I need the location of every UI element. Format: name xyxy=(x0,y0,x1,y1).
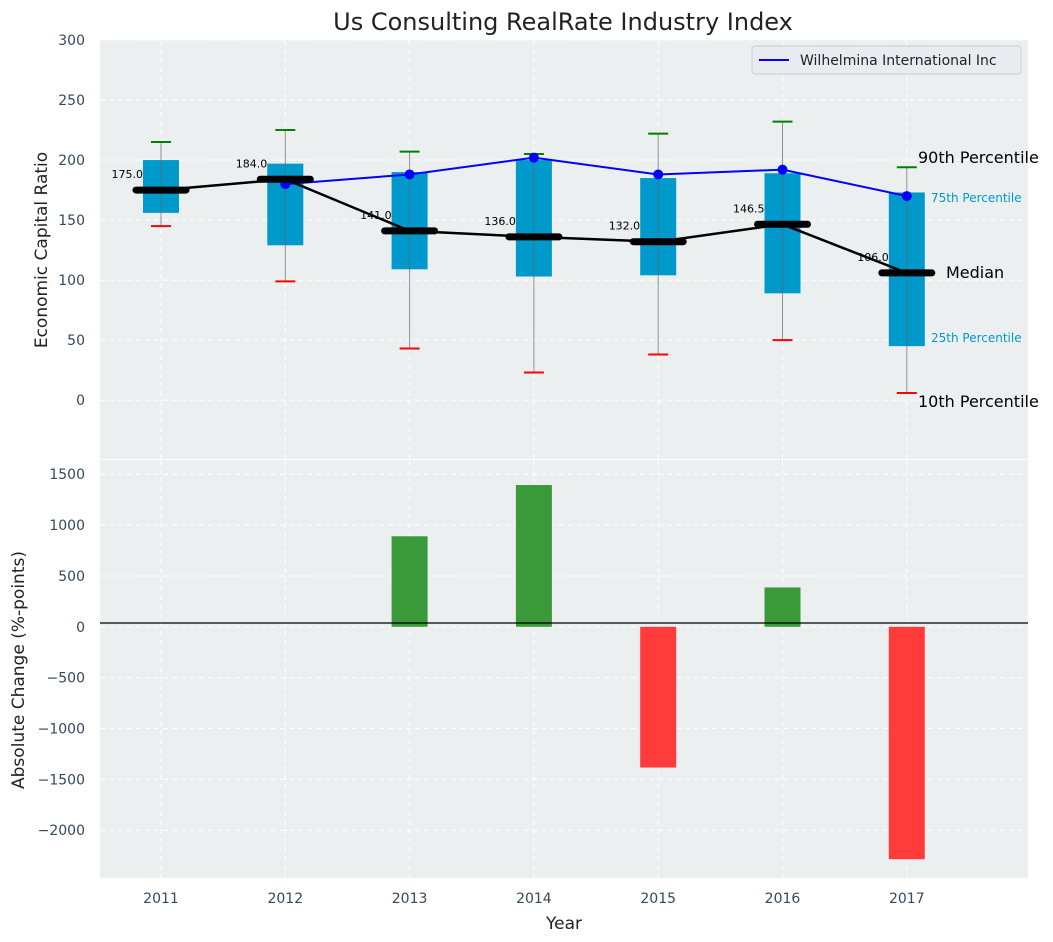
x-ticks: 2011 2012 2013 2014 2015 2016 2017 xyxy=(143,891,924,907)
legend-entry: Wilhelmina International Inc xyxy=(800,53,997,69)
bottom-y-axis-label: Absolute Change (%-points) xyxy=(9,551,29,789)
median-label: 184.0 xyxy=(236,157,268,170)
x-tick-label: 2015 xyxy=(640,891,676,907)
bottom-y-tick-label: −1500 xyxy=(38,772,85,788)
annotation-10th: 10th Percentile xyxy=(918,392,1039,411)
median-label: 132.0 xyxy=(609,220,641,233)
company-point xyxy=(528,152,539,163)
bottom-y-tick-label: 1500 xyxy=(49,467,85,483)
top-plot-area xyxy=(100,40,1028,459)
bottom-y-tick-label: 0 xyxy=(76,620,85,636)
top-y-axis-label: Economic Capital Ratio xyxy=(32,152,52,348)
x-tick-label: 2016 xyxy=(765,891,801,907)
chart-title: Us Consulting RealRate Industry Index xyxy=(333,8,793,36)
top-y-ticks: 0 50 100 150 200 250 300 xyxy=(58,33,85,409)
bottom-y-tick-label: 500 xyxy=(58,569,85,585)
bottom-plot-area xyxy=(100,460,1028,878)
legend: Wilhelmina International Inc xyxy=(751,45,1022,75)
change-bar xyxy=(515,485,552,627)
bottom-y-tick-label: −1000 xyxy=(38,721,85,737)
x-tick-label: 2014 xyxy=(516,891,552,907)
median-label: 141.0 xyxy=(360,209,392,222)
median-series: 175.0 184.0 141.0 136.0 132.0 146.5 106.0 xyxy=(112,157,936,277)
company-line xyxy=(285,156,908,198)
top-y-tick-label: 150 xyxy=(58,213,85,229)
x-tick-label: 2013 xyxy=(392,891,428,907)
bottom-y-tick-label: −2000 xyxy=(38,823,85,839)
annotation-25th: 25th Percentile xyxy=(931,331,1022,345)
company-point xyxy=(901,191,912,202)
change-bar xyxy=(888,626,925,860)
annotation-median: Median xyxy=(946,263,1004,282)
bar-group xyxy=(391,485,925,860)
top-y-tick-label: 250 xyxy=(58,93,85,109)
x-tick-label: 2012 xyxy=(267,891,303,907)
median-label: 106.0 xyxy=(857,251,889,264)
annotation-90th: 90th Percentile xyxy=(918,148,1039,167)
change-bar xyxy=(764,587,801,627)
change-bar xyxy=(640,626,677,768)
company-point xyxy=(404,169,415,180)
bottom-y-tick-label: 1000 xyxy=(49,518,85,534)
top-y-tick-label: 0 xyxy=(76,393,85,409)
bottom-grid xyxy=(100,460,1028,878)
company-point xyxy=(777,164,788,175)
change-bar xyxy=(391,536,428,627)
legend-box xyxy=(751,45,1022,75)
median-label: 175.0 xyxy=(112,168,144,181)
bottom-y-ticks: −2000 −1500 −1000 −500 0 500 1000 1500 xyxy=(38,467,85,839)
top-y-tick-label: 300 xyxy=(58,33,85,49)
company-point xyxy=(653,169,664,180)
bottom-y-tick-label: −500 xyxy=(47,671,85,687)
median-label: 136.0 xyxy=(484,215,516,228)
annotation-75th: 75th Percentile xyxy=(931,191,1022,205)
x-tick-label: 2017 xyxy=(889,891,925,907)
top-y-tick-label: 50 xyxy=(67,333,85,349)
median-label: 146.5 xyxy=(733,202,765,215)
x-tick-label: 2011 xyxy=(143,891,179,907)
x-axis-label: Year xyxy=(545,914,582,934)
top-y-tick-label: 200 xyxy=(58,153,85,169)
top-y-tick-label: 100 xyxy=(58,273,85,289)
